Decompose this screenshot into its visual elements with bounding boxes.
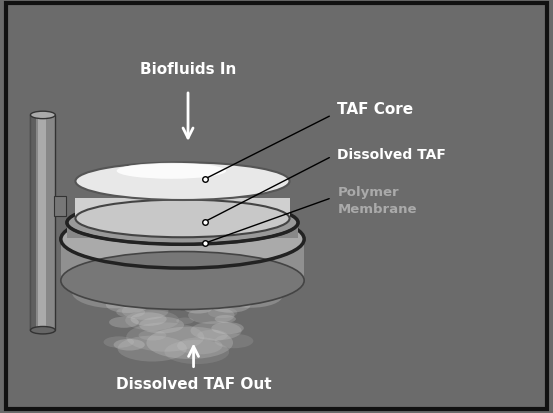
Text: Polymer
Membrane: Polymer Membrane [337,185,417,215]
Ellipse shape [103,337,134,348]
Polygon shape [67,225,298,238]
Ellipse shape [75,200,290,238]
Ellipse shape [127,279,199,306]
Ellipse shape [190,321,242,340]
Polygon shape [61,240,304,281]
Ellipse shape [125,311,179,330]
Text: TAF Core: TAF Core [337,102,414,117]
Ellipse shape [75,163,290,201]
Ellipse shape [118,336,187,362]
Ellipse shape [215,315,236,323]
Ellipse shape [30,112,55,119]
Ellipse shape [218,284,283,308]
Ellipse shape [113,339,145,351]
Bar [30,116,55,330]
Bar [54,196,66,217]
FancyBboxPatch shape [61,240,304,281]
Text: Dissolved TAF: Dissolved TAF [337,148,446,162]
Ellipse shape [106,297,150,313]
Ellipse shape [156,296,196,311]
Text: Dissolved TAF Out: Dissolved TAF Out [116,376,272,391]
Ellipse shape [61,252,304,310]
Ellipse shape [122,303,169,320]
Ellipse shape [188,307,234,324]
Ellipse shape [210,298,251,313]
Ellipse shape [116,307,145,318]
Ellipse shape [211,322,244,335]
Polygon shape [75,198,290,219]
Bar [30,116,36,330]
Ellipse shape [176,318,194,324]
Ellipse shape [139,317,184,334]
Ellipse shape [61,211,304,268]
Ellipse shape [30,327,55,334]
Ellipse shape [208,307,237,318]
Ellipse shape [147,327,233,359]
Ellipse shape [131,313,166,326]
Text: Biofluids In: Biofluids In [140,62,236,76]
Ellipse shape [177,337,222,354]
Ellipse shape [72,276,158,309]
Ellipse shape [197,330,228,341]
Ellipse shape [184,303,212,314]
Ellipse shape [215,334,253,349]
Ellipse shape [67,202,298,244]
Ellipse shape [117,164,226,179]
Ellipse shape [126,323,204,352]
Ellipse shape [164,340,229,364]
Ellipse shape [79,276,154,304]
Ellipse shape [139,330,166,341]
Ellipse shape [109,317,139,328]
Bar [38,116,46,330]
